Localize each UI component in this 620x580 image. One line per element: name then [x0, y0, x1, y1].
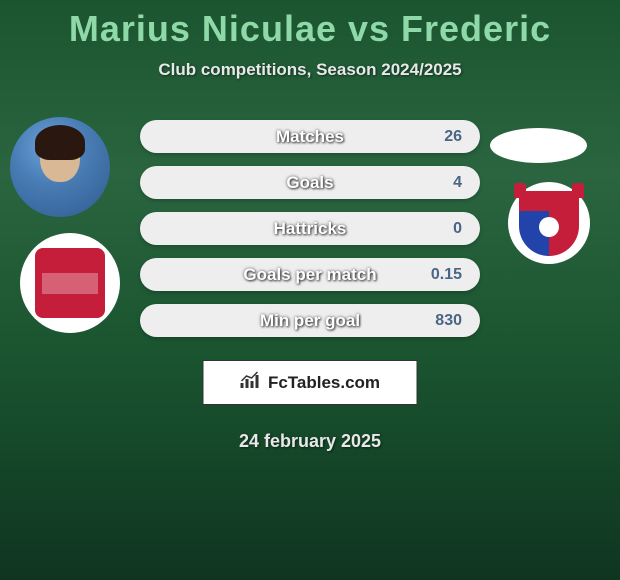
right-club-shield-icon — [519, 191, 579, 256]
right-player-avatar — [490, 128, 587, 163]
comparison-area: Matches 26 Goals 4 Hattricks 0 Goals per… — [0, 105, 620, 445]
left-club-logo — [20, 233, 120, 333]
right-club-logo — [508, 182, 590, 264]
stat-row: Goals 4 — [140, 166, 480, 199]
stat-value: 4 — [453, 174, 462, 192]
stat-label: Goals — [286, 173, 333, 193]
stat-value: 830 — [435, 312, 462, 330]
stat-value: 0.15 — [431, 266, 462, 284]
stat-label: Hattricks — [274, 219, 347, 239]
stats-container: Matches 26 Goals 4 Hattricks 0 Goals per… — [140, 120, 480, 350]
stat-row: Matches 26 — [140, 120, 480, 153]
left-player-avatar — [10, 117, 110, 217]
chart-icon — [240, 371, 262, 394]
page-title: Marius Niculae vs Frederic — [0, 0, 620, 50]
stat-row: Goals per match 0.15 — [140, 258, 480, 291]
stat-label: Goals per match — [243, 265, 376, 285]
left-club-shield-icon — [35, 248, 105, 318]
brand-badge[interactable]: FcTables.com — [203, 360, 418, 405]
footer-date: 24 february 2025 — [0, 431, 620, 452]
stat-label: Min per goal — [260, 311, 360, 331]
brand-text: FcTables.com — [268, 373, 380, 393]
stat-value: 26 — [444, 128, 462, 146]
stat-row: Min per goal 830 — [140, 304, 480, 337]
stat-value: 0 — [453, 220, 462, 238]
stat-label: Matches — [276, 127, 344, 147]
subtitle: Club competitions, Season 2024/2025 — [0, 60, 620, 80]
stat-row: Hattricks 0 — [140, 212, 480, 245]
